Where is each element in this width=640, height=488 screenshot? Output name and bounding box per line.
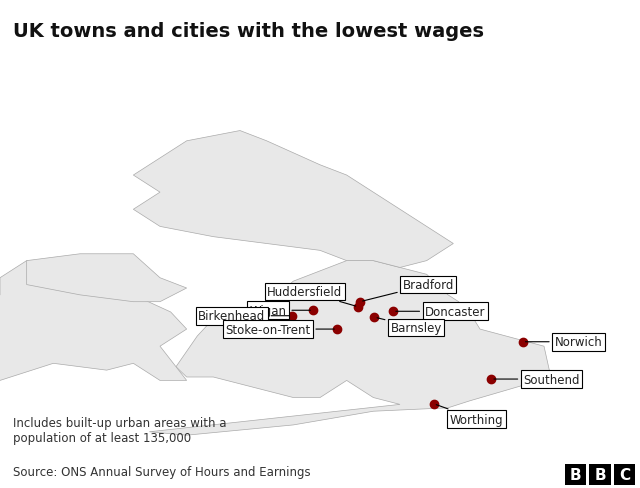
Polygon shape: [27, 254, 187, 302]
Text: UK towns and cities with the lowest wages: UK towns and cities with the lowest wage…: [13, 22, 484, 41]
Text: Norwich: Norwich: [525, 336, 602, 348]
Text: Bradford: Bradford: [363, 279, 454, 302]
Text: Stoke-on-Trent: Stoke-on-Trent: [225, 323, 334, 336]
Bar: [564, 464, 586, 485]
Polygon shape: [133, 131, 453, 268]
Text: Barnsley: Barnsley: [377, 318, 442, 334]
Text: B: B: [595, 467, 606, 482]
Text: Southend: Southend: [494, 373, 580, 386]
Text: B: B: [570, 467, 581, 482]
Text: Doncaster: Doncaster: [396, 305, 486, 318]
Text: Worthing: Worthing: [436, 405, 503, 426]
Text: Wigan: Wigan: [250, 304, 310, 317]
Text: Huddersfield: Huddersfield: [267, 285, 356, 306]
Bar: [589, 464, 611, 485]
Text: Birkenhead: Birkenhead: [198, 309, 289, 323]
Text: Source: ONS Annual Survey of Hours and Earnings: Source: ONS Annual Survey of Hours and E…: [13, 465, 310, 478]
Bar: [614, 464, 636, 485]
Text: C: C: [619, 467, 630, 482]
Polygon shape: [0, 261, 187, 381]
Polygon shape: [149, 261, 549, 435]
Text: Includes built-up urban areas with a
population of at least 135,000: Includes built-up urban areas with a pop…: [13, 416, 227, 444]
